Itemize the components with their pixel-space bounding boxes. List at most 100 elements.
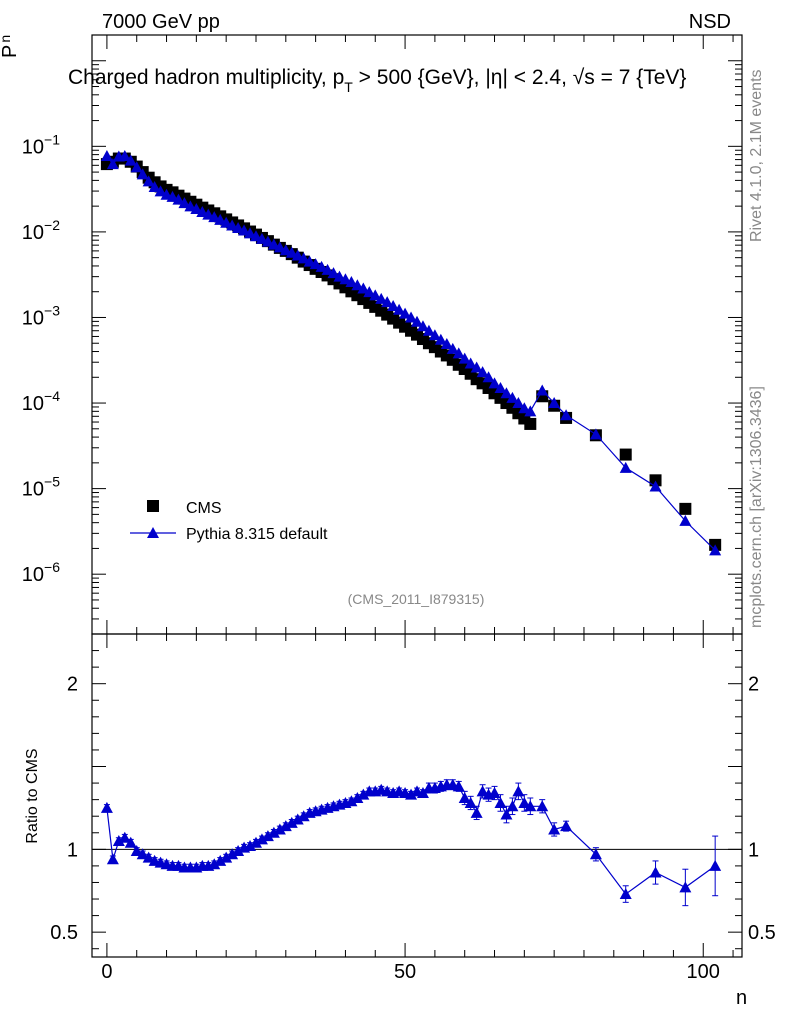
ratio-ytick-label-right: 0.5 <box>748 922 776 944</box>
ratio-line <box>106 784 716 895</box>
ratio-point <box>267 826 280 838</box>
ratio-point <box>297 810 310 822</box>
pythia-point <box>482 371 495 383</box>
pythia-point <box>506 391 519 403</box>
ratio-point <box>709 859 722 871</box>
pythia-point <box>589 428 602 440</box>
pythia-point <box>422 324 435 336</box>
ratio-point <box>261 830 274 842</box>
xlabel: n <box>736 987 747 1009</box>
pythia-point <box>124 154 137 166</box>
pythia-point <box>154 185 167 197</box>
pythia-point <box>458 352 471 364</box>
pythia-point <box>118 150 131 162</box>
pythia-point <box>518 402 531 414</box>
pythia-point <box>357 282 370 294</box>
pythia-point <box>393 303 406 315</box>
pythia-point <box>142 175 155 187</box>
pythia-point <box>548 397 561 409</box>
ratio-point <box>679 881 692 893</box>
pythia-point <box>536 384 549 396</box>
pythia-point <box>405 311 418 323</box>
ratio-point <box>548 823 561 835</box>
pythia-point <box>261 235 274 247</box>
ratio-data-layer <box>100 778 722 907</box>
pythia-point <box>100 150 113 162</box>
ratio-point <box>494 796 507 808</box>
ratio-point <box>589 848 602 860</box>
pythia-point <box>524 405 537 417</box>
ratio-point <box>476 785 489 797</box>
pythia-point <box>315 260 328 272</box>
legend-label-pythia: Pythia 8.315 default <box>186 526 328 543</box>
ratio-point <box>464 796 477 808</box>
energy-label: 7000 GeV pp <box>102 11 220 33</box>
pythia-point <box>345 275 358 287</box>
ratio-point <box>524 800 537 812</box>
pythia-point <box>381 296 394 308</box>
pythia-point <box>172 193 185 205</box>
ratio-point <box>136 848 149 860</box>
ratio-point <box>560 820 573 832</box>
main-ytick-labels: 10−1 10−2 10−3 10−4 10−5 10−6 <box>22 131 60 586</box>
xtick-label: 0 <box>101 961 112 983</box>
ratio-point <box>416 787 429 799</box>
ratio-point <box>232 844 245 856</box>
pythia-point <box>321 263 334 275</box>
ratio-point <box>249 836 262 848</box>
ratio-point <box>100 801 113 813</box>
cms-point <box>649 474 662 487</box>
plot-title: Charged hadron multiplicity, pT > 500 {G… <box>68 66 686 95</box>
pythia-point <box>297 252 310 264</box>
ratio-point <box>214 854 227 866</box>
pythia-point <box>428 329 441 341</box>
pythia-point <box>446 342 459 354</box>
ratio-ytick-label: 0.5 <box>50 922 78 944</box>
xtick-label: 50 <box>394 961 416 983</box>
ytick-label: 10−5 <box>22 474 60 501</box>
ratio-ytick-label-right: 2 <box>748 674 759 696</box>
ratio-point <box>506 800 519 812</box>
pythia-point <box>166 190 179 202</box>
ytick-label: 10−6 <box>22 559 60 586</box>
main-ylabel: Pn <box>0 35 21 58</box>
ratio-point <box>112 835 125 847</box>
pythia-point <box>452 347 465 359</box>
pythia-point <box>416 320 429 332</box>
pythia-point <box>464 357 477 369</box>
ratio-point <box>285 816 298 828</box>
xtick-label: 100 <box>687 961 720 983</box>
rivet-label: Rivet 4.1.0, 2.1M events <box>748 69 765 242</box>
ratio-point <box>536 800 549 812</box>
pythia-point <box>619 461 632 473</box>
ratio-point <box>518 796 531 808</box>
ratio-point <box>208 858 221 870</box>
pythia-point <box>190 203 203 215</box>
pythia-point <box>470 361 483 373</box>
ratio-point <box>512 785 525 797</box>
pythia-point <box>500 387 513 399</box>
pythia-point <box>363 286 376 298</box>
pythia-point <box>178 197 191 209</box>
pythia-point <box>709 544 722 556</box>
ratio-point <box>458 791 471 803</box>
pythia-point <box>106 158 119 170</box>
ratio-point <box>220 851 233 863</box>
pythia-point <box>411 315 423 327</box>
ratio-point <box>357 788 370 800</box>
ratio-point <box>106 853 119 865</box>
ratio-point <box>405 788 418 800</box>
mcplots-label: mcplots.cern.ch [arXiv:1306.3436] <box>748 386 765 628</box>
ytick-label: 10−3 <box>22 302 60 329</box>
pythia-point <box>387 300 400 312</box>
pythia-point <box>148 180 161 192</box>
pythia-point <box>512 397 525 409</box>
process-label: NSD <box>689 11 731 33</box>
legend-marker-cms <box>147 500 159 512</box>
pythia-point <box>375 292 388 304</box>
ratio-point <box>124 836 137 848</box>
ratio-point <box>619 888 632 900</box>
ratio-ytick-label-right: 1 <box>748 839 759 861</box>
cms-point <box>524 417 537 430</box>
